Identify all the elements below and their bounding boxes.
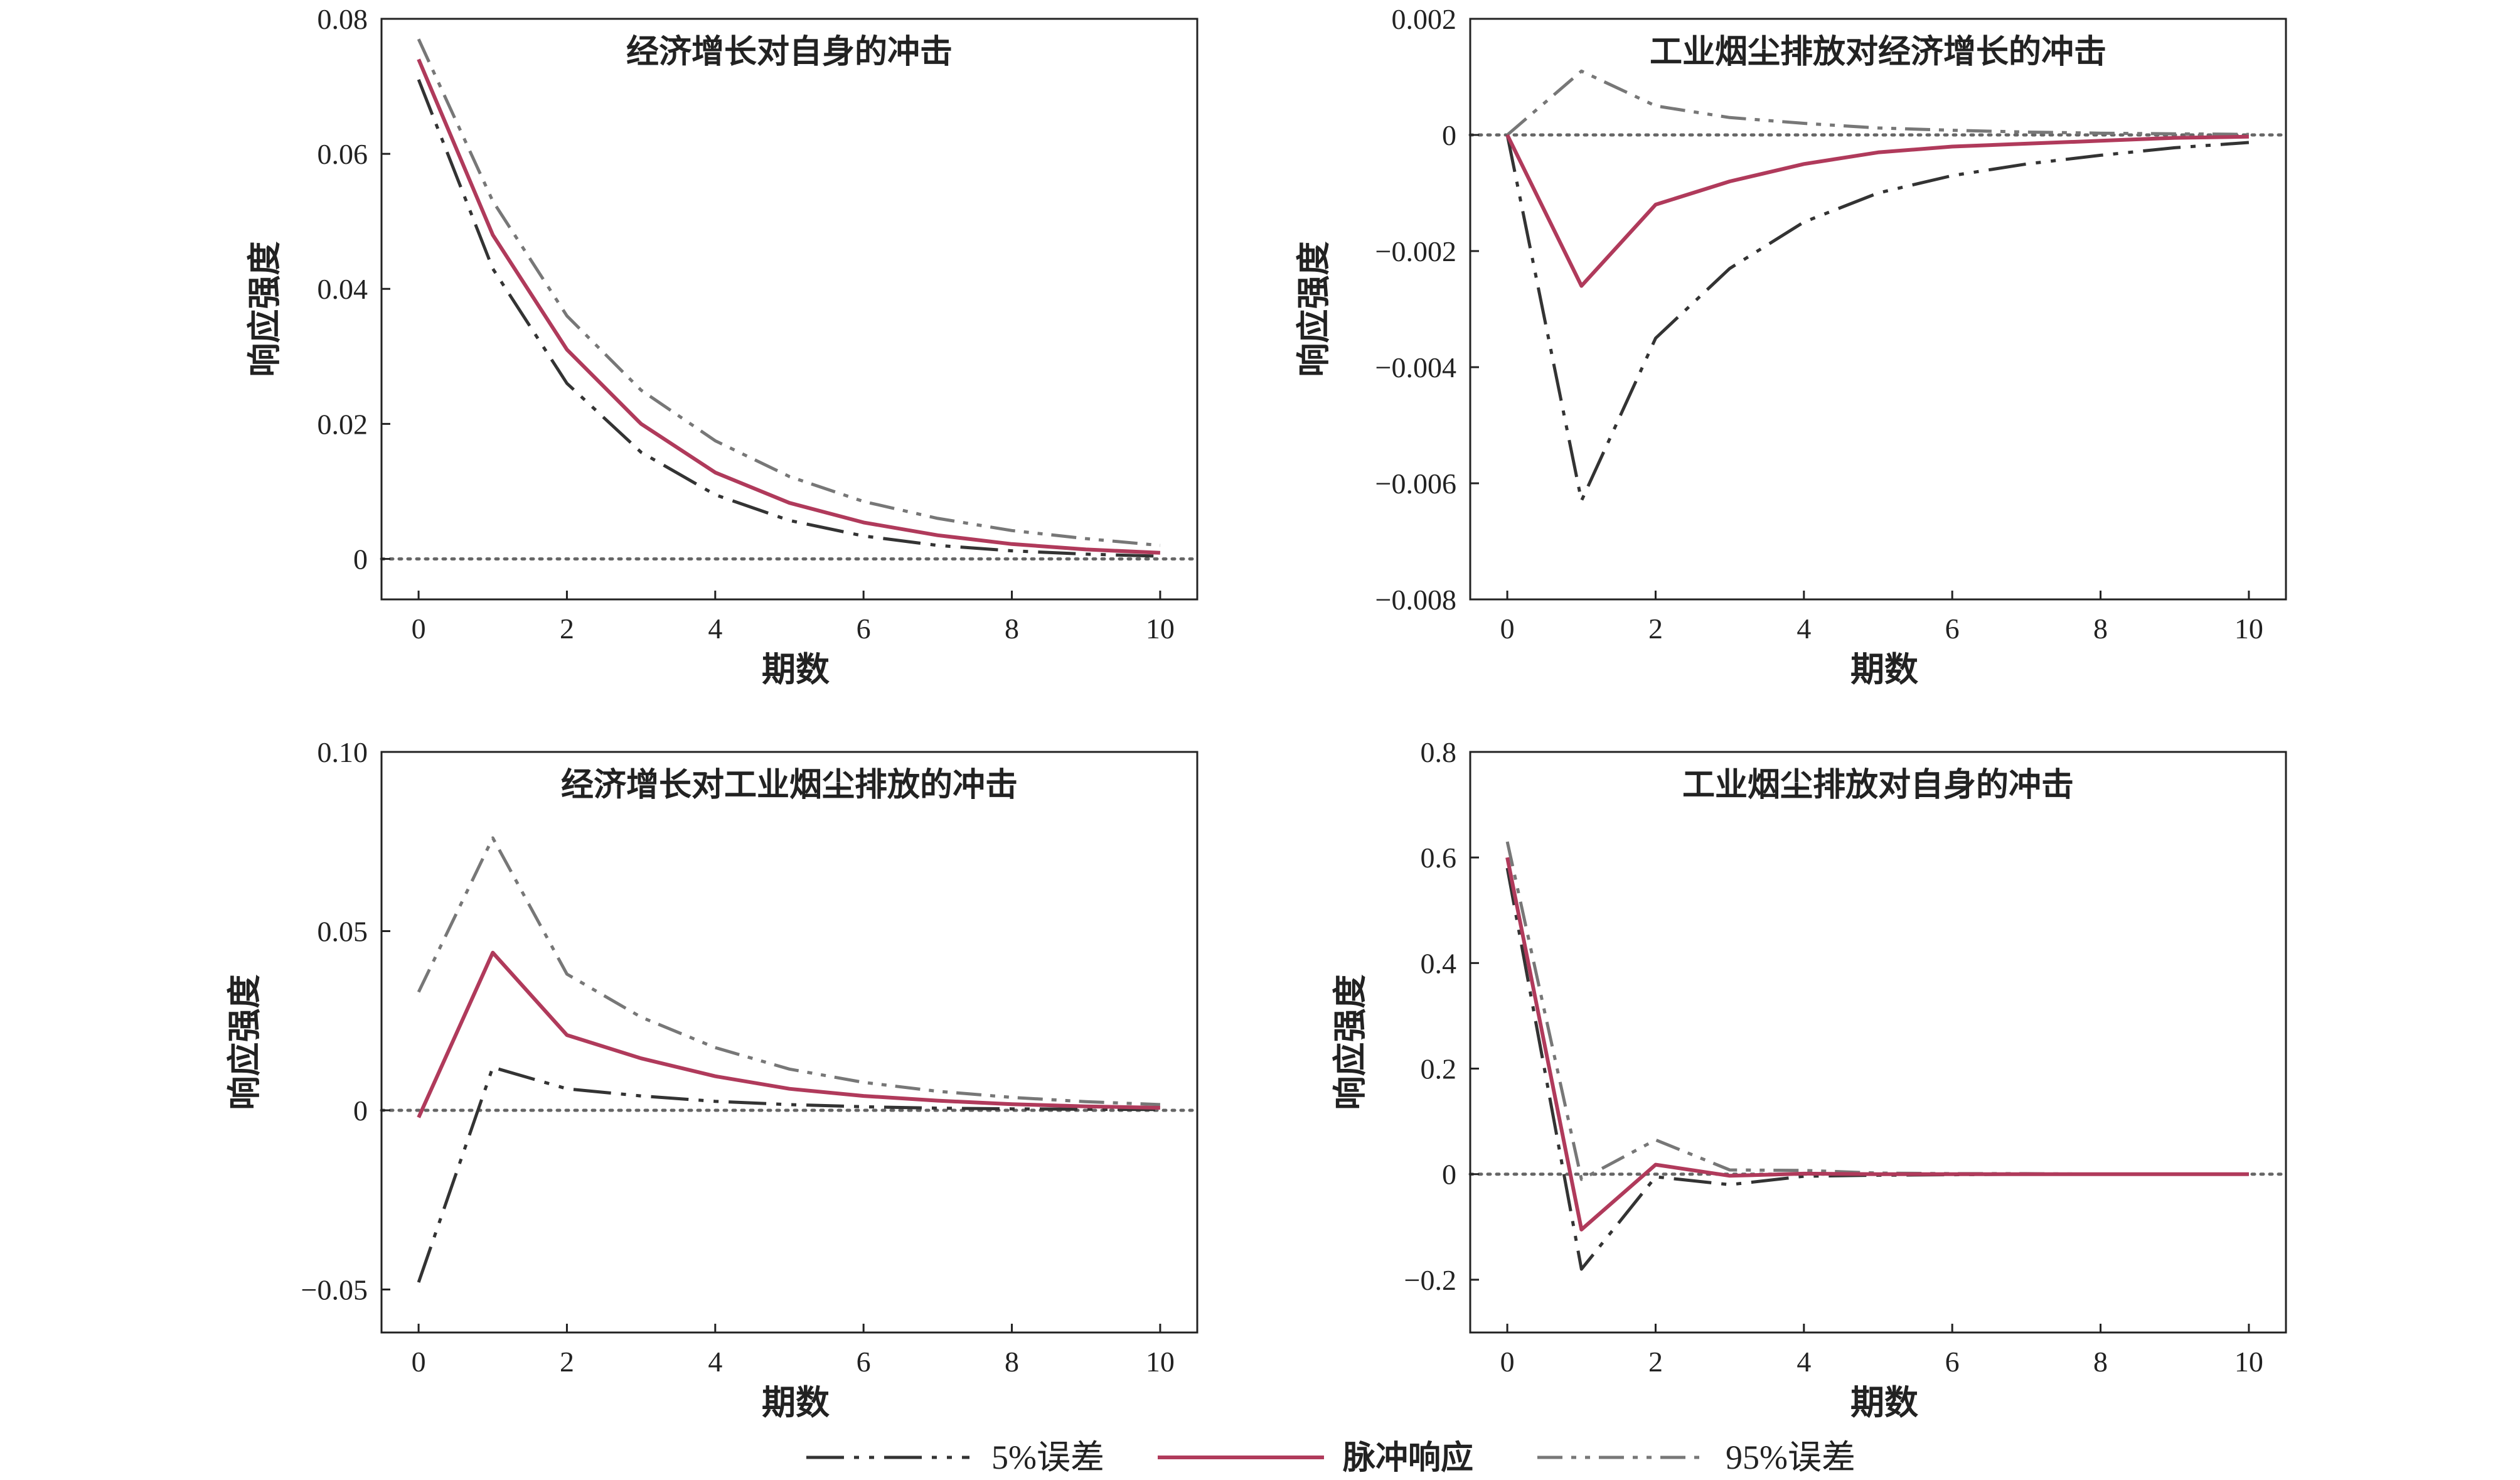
x-tick-label: 10 xyxy=(1146,613,1175,645)
legend-item-lower: 5%误差 xyxy=(806,1439,1104,1476)
x-tick-label: 4 xyxy=(708,613,722,645)
series-line-upper xyxy=(1505,841,2249,1181)
y-tick-label: 0.05 xyxy=(318,915,368,947)
y-tick-label: 0.04 xyxy=(318,273,368,305)
chart-panel-2: 0 2 4 6 8 10 −0.008 −0.006 −0.004 −0.002 0 0.002 工业烟… xyxy=(1294,3,2288,689)
x-axis-label: 期数 xyxy=(1850,650,1918,689)
series-line-lower xyxy=(1505,867,2249,1271)
x-tick-label: 10 xyxy=(2234,613,2263,645)
y-tick-label: −0.2 xyxy=(1404,1264,1456,1296)
series-line-impulse xyxy=(1505,857,2249,1231)
series-line-impulse xyxy=(1505,134,2249,288)
y-tick-label: 0 xyxy=(353,1095,368,1127)
legend-label: 95%误差 xyxy=(1726,1439,1855,1476)
x-tick-label: 4 xyxy=(1797,1346,1811,1378)
x-tick-label: 8 xyxy=(2093,1346,2108,1378)
legend-item-upper: 95%误差 xyxy=(1537,1439,1855,1476)
y-tick-label: −0.002 xyxy=(1375,235,1456,267)
x-tick-label: 0 xyxy=(412,613,426,645)
series-line-lower xyxy=(417,1066,1160,1283)
x-tick-label: 6 xyxy=(1945,613,1960,645)
chart-title: 经济增长对自身的冲击 xyxy=(626,33,953,71)
chart-title: 经济增长对工业烟尘排放的冲击 xyxy=(561,766,1018,804)
y-tick-label: 0 xyxy=(1442,1159,1456,1191)
plot-frame xyxy=(1469,18,2287,601)
y-tick-label: 0.002 xyxy=(1392,3,1457,35)
y-tick-label: −0.006 xyxy=(1375,468,1456,500)
plot-frame xyxy=(380,751,1199,1334)
x-tick-label: 2 xyxy=(1648,613,1663,645)
y-tick-label: 0.06 xyxy=(318,138,368,170)
series-line-upper xyxy=(417,38,1161,547)
x-tick-label: 8 xyxy=(2093,613,2108,645)
x-tick-label: 6 xyxy=(857,613,871,645)
legend: 5%误差 脉冲响应 95%误差 xyxy=(806,1439,1855,1477)
chart-title: 工业烟尘排放对自身的冲击 xyxy=(1682,766,2074,804)
y-tick-label: −0.008 xyxy=(1375,584,1456,616)
series-line-impulse xyxy=(417,950,1160,1118)
x-tick-label: 4 xyxy=(1797,613,1811,645)
x-tick-label: 2 xyxy=(560,613,574,645)
x-tick-label: 4 xyxy=(708,1346,722,1378)
series-line-upper xyxy=(1506,69,2249,136)
chart-title: 工业烟尘排放对经济增长的冲击 xyxy=(1650,33,2106,71)
x-tick-label: 8 xyxy=(1005,1346,1019,1378)
y-tick-label: 0.02 xyxy=(318,408,368,440)
y-tick-label: 0.2 xyxy=(1421,1053,1457,1085)
series-line-impulse xyxy=(417,58,1161,555)
x-tick-label: 2 xyxy=(560,1346,574,1378)
x-tick-label: 0 xyxy=(412,1346,426,1378)
x-axis-label: 期数 xyxy=(762,1383,830,1422)
x-tick-label: 6 xyxy=(1945,1346,1960,1378)
y-axis-label: 响应强度 xyxy=(1294,242,1333,377)
series-line-upper xyxy=(417,836,1160,1107)
x-tick-label: 8 xyxy=(1005,613,1019,645)
plot-frame xyxy=(1469,751,2287,1334)
y-tick-label: 0 xyxy=(1442,119,1456,151)
x-tick-label: 0 xyxy=(1500,1346,1515,1378)
x-tick-label: 2 xyxy=(1648,1346,1663,1378)
x-tick-label: 0 xyxy=(1500,613,1515,645)
y-axis-label: 响应强度 xyxy=(245,242,284,377)
y-axis-label: 响应强度 xyxy=(1330,975,1370,1110)
series-line-lower xyxy=(417,78,1160,558)
y-tick-label: 0.08 xyxy=(318,3,368,35)
y-tick-label: 0.10 xyxy=(318,736,368,768)
y-tick-label: 0.8 xyxy=(1421,736,1457,768)
legend-item-impulse: 脉冲响应 xyxy=(1158,1439,1473,1477)
panels: 0 2 4 6 8 1000.020.040.060.08经济增长对自身的冲击期数响应强度… xyxy=(225,3,2288,1422)
y-tick-label: −0.05 xyxy=(301,1274,368,1306)
series-line-lower xyxy=(1505,134,2250,503)
y-axis-label: 响应强度 xyxy=(225,975,264,1110)
y-tick-label: 0.6 xyxy=(1421,842,1457,874)
y-tick-label: 0 xyxy=(353,543,368,575)
y-tick-label: 0.4 xyxy=(1421,947,1457,979)
x-tick-label: 6 xyxy=(857,1346,871,1378)
plot-frame xyxy=(380,18,1199,601)
x-tick-label: 10 xyxy=(1146,1346,1175,1378)
y-tick-label: −0.004 xyxy=(1375,351,1456,383)
x-tick-label: 10 xyxy=(2234,1346,2263,1378)
x-axis-label: 期数 xyxy=(1850,1383,1918,1422)
legend-label: 5%误差 xyxy=(991,1439,1104,1476)
x-axis-label: 期数 xyxy=(762,650,830,689)
legend-label: 脉冲响应 xyxy=(1343,1439,1473,1477)
